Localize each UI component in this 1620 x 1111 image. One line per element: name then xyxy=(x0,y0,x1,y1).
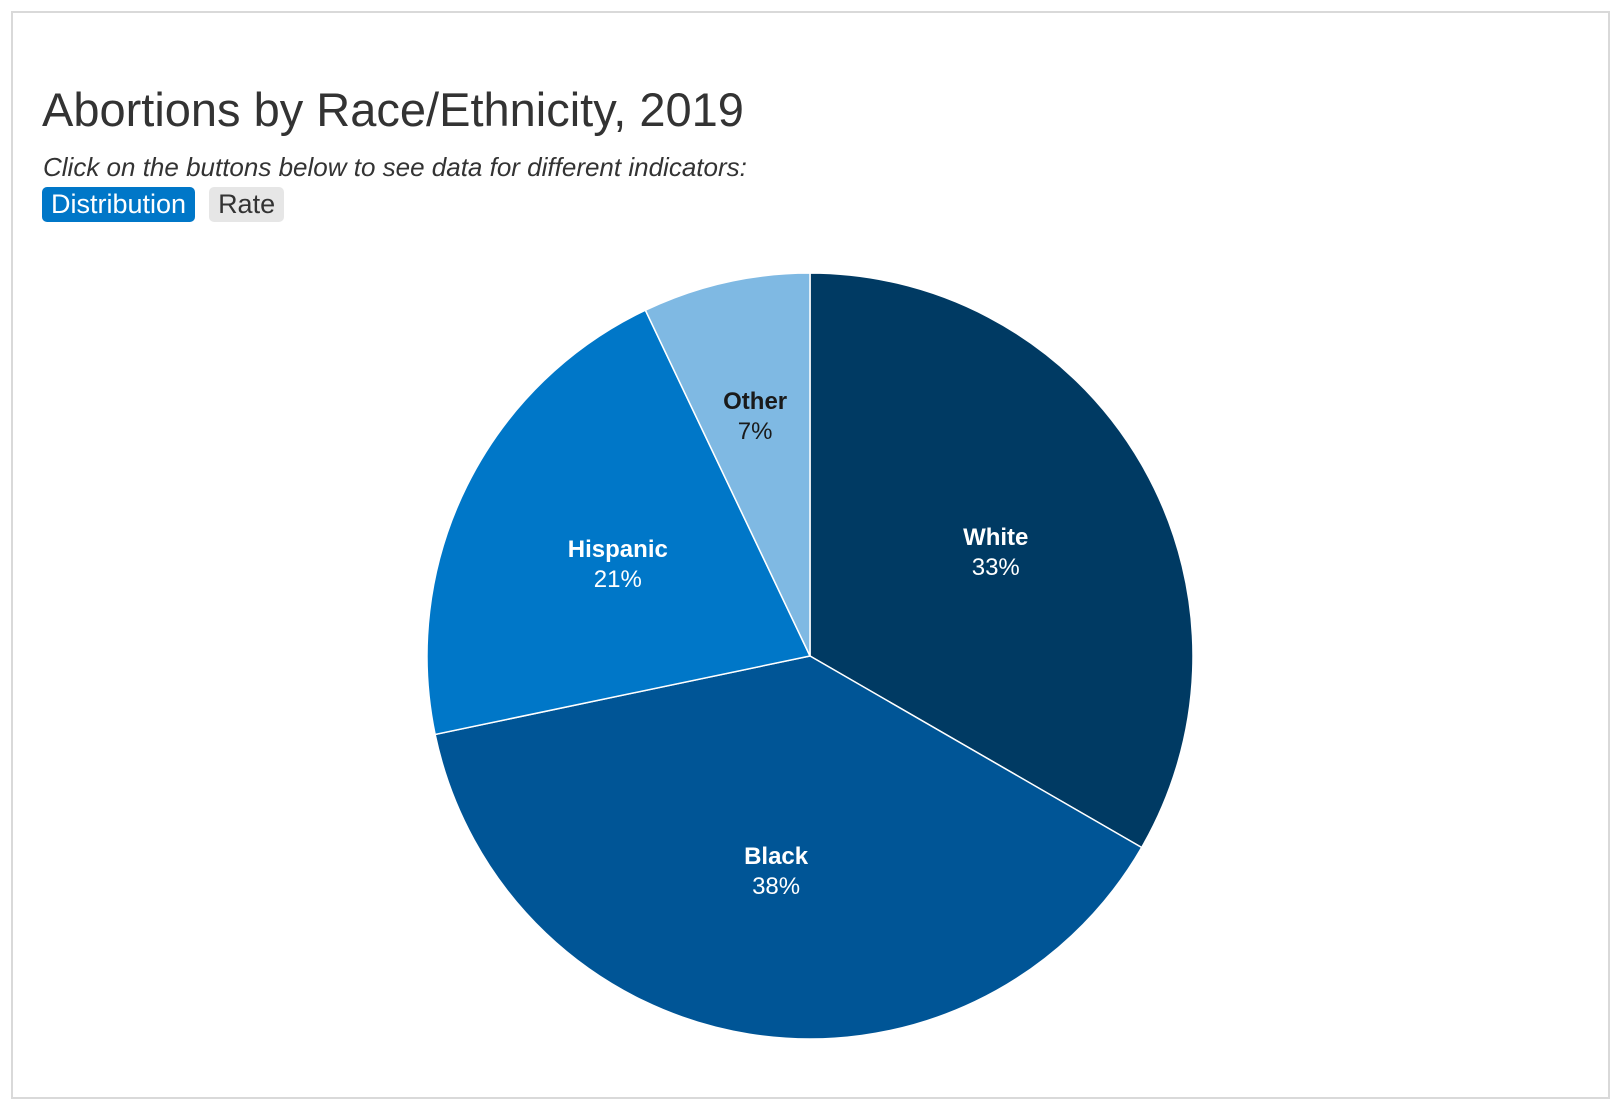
tab-rate[interactable]: Rate xyxy=(209,187,285,222)
pie-slice-hispanic[interactable] xyxy=(426,309,812,736)
slice-label-hispanic: Hispanic xyxy=(568,536,668,563)
page-title: Abortions by Race/Ethnicity, 2019 xyxy=(42,83,744,136)
pie-labels: White 33% Black 38% Hispanic 21% Other 7% xyxy=(568,388,1029,900)
pie-slice-black[interactable] xyxy=(434,655,1143,1040)
slice-label-white: White xyxy=(963,524,1028,551)
tab-distribution[interactable]: Distribution xyxy=(42,187,196,222)
slice-label-other: Other xyxy=(723,388,787,415)
pie-slices xyxy=(426,272,1194,1040)
slice-value-hispanic: 21% xyxy=(594,566,642,593)
pie-slice-other[interactable] xyxy=(644,272,811,657)
slice-value-white: 33% xyxy=(972,554,1020,581)
slice-value-black: 38% xyxy=(752,873,800,900)
pie-slice-white[interactable] xyxy=(809,272,1194,849)
indicator-tabs: Distribution Rate xyxy=(42,187,285,222)
slice-label-black: Black xyxy=(744,843,809,870)
page-subtitle: Click on the buttons below to see data f… xyxy=(43,152,747,182)
slice-value-other: 7% xyxy=(738,418,773,445)
